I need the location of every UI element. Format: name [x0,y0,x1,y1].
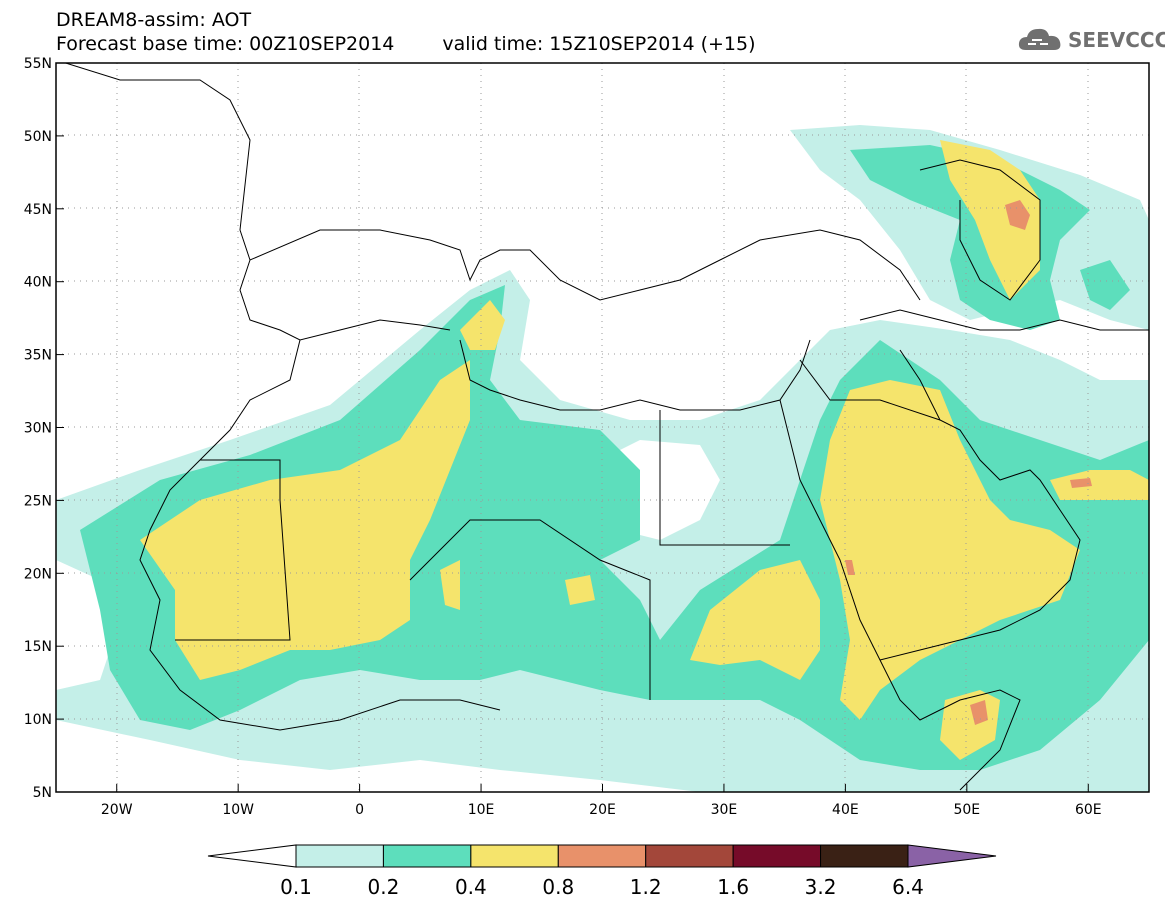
lon-label: 10E [468,802,495,818]
colorbar-swatch [732,844,822,868]
colorbar-label: 0.1 [280,875,312,899]
lat-label: 45N [24,202,52,218]
map-grid [56,63,1149,792]
colorbar-swatch [470,844,559,868]
forecast-times: Forecast base time: 00Z10SEP2014 valid ti… [56,34,756,54]
seevccc-logo: SEEVCCC [1018,24,1165,54]
lat-label: 10N [24,712,52,728]
colorbar-swatch [295,844,384,868]
colorbar-under-triangle [207,844,297,868]
lon-label: 50E [953,802,980,818]
lon-label: 20W [101,802,133,818]
lat-label: 5N [33,785,52,801]
lat-label: 15N [24,639,52,655]
axis-ticks: 5N 10N 15N 20N 25N 30N 35N 40N 45N 50N 55N 20W 10W 0 1… [24,56,1102,818]
lat-label: 55N [24,56,52,72]
lat-label: 40N [24,275,52,291]
lon-label: 30E [711,802,738,818]
colorbar-swatch [820,844,909,868]
lon-label: 20E [589,802,616,818]
colorbar-label: 0.2 [368,875,400,899]
colorbar-label: 0.8 [542,875,574,899]
colorbar-label: 3.2 [805,875,837,899]
colorbar-label: 1.2 [630,875,662,899]
lat-label: 20N [24,566,52,582]
lat-label: 25N [24,493,52,509]
lon-label: 40E [832,802,859,818]
lon-label: 0 [355,802,364,818]
logo-text: SEEVCCC [1068,28,1165,52]
valid-time: valid time: 15Z10SEP2014 (+15) [442,33,756,55]
lon-label: 60E [1075,802,1102,818]
lat-label: 30N [24,421,52,437]
aot-band-0-4 [140,140,1149,760]
colorbar-swatch [645,844,734,868]
colorbar-label: 0.4 [455,875,487,899]
lat-label: 50N [24,129,52,145]
cloud-logo-icon [1018,28,1061,50]
base-time: Forecast base time: 00Z10SEP2014 [56,33,395,55]
lon-label: 10W [222,802,254,818]
colorbar-over-triangle [907,844,997,868]
colorbar-swatch [382,844,472,868]
map-title: DREAM8-assim: AOT [56,9,252,31]
aot-field [56,63,1149,792]
lat-label: 35N [24,348,52,364]
coastlines [63,63,1149,791]
colorbar-label: 6.4 [892,875,924,899]
colorbar-label: 1.6 [717,875,749,899]
colorbar-swatch [557,844,647,868]
